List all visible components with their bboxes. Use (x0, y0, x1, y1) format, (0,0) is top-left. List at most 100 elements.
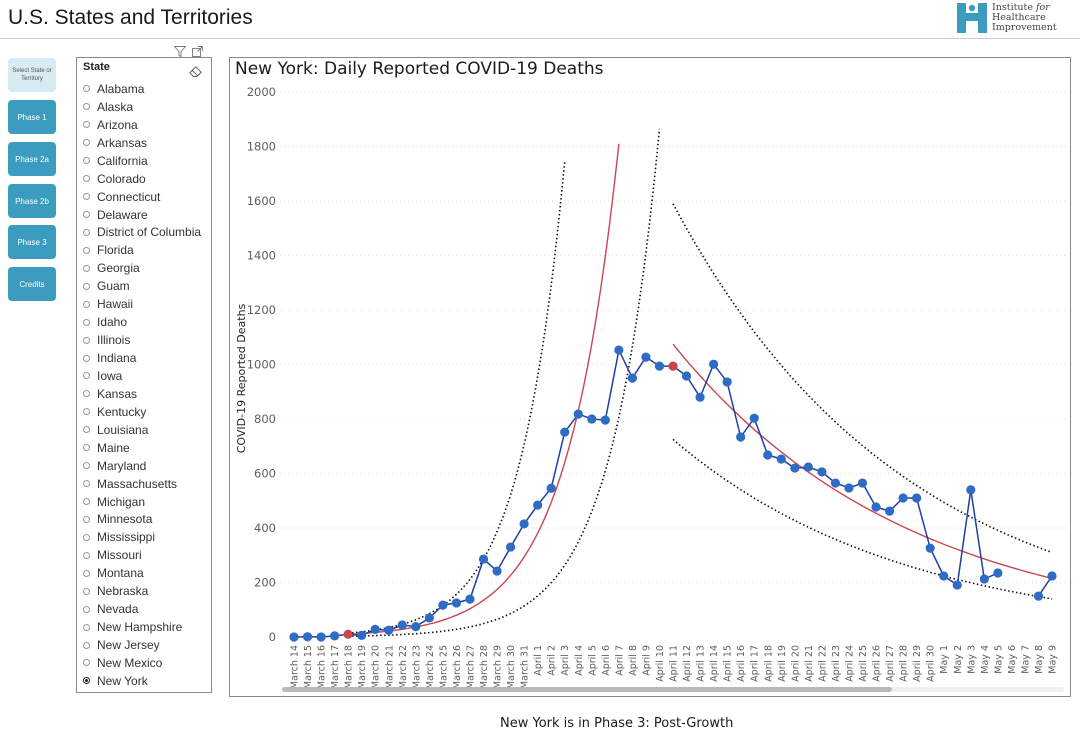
data-point[interactable] (627, 373, 637, 383)
phase-3-button[interactable]: Phase 3 (8, 225, 56, 259)
data-point[interactable] (871, 502, 881, 512)
state-option[interactable]: Guam (83, 277, 201, 295)
data-point[interactable] (411, 622, 421, 632)
data-point[interactable] (966, 485, 976, 495)
phase-2b-button[interactable]: Phase 2b (8, 184, 56, 218)
state-option[interactable]: Alabama (83, 80, 201, 98)
phase-1-button[interactable]: Phase 1 (8, 100, 56, 134)
data-point[interactable] (397, 620, 407, 630)
data-point[interactable] (1033, 591, 1044, 601)
data-point[interactable] (857, 478, 868, 488)
data-point[interactable] (681, 371, 692, 381)
data-point[interactable] (330, 631, 340, 641)
radio-unchecked-icon[interactable] (83, 515, 90, 523)
radio-unchecked-icon[interactable] (83, 659, 90, 667)
radio-unchecked-icon[interactable] (83, 246, 90, 254)
state-option[interactable]: District of Columbia (83, 224, 201, 242)
data-point[interactable] (654, 361, 665, 371)
state-option[interactable]: Arkansas (83, 134, 201, 152)
data-point[interactable] (736, 432, 746, 442)
radio-unchecked-icon[interactable] (83, 228, 90, 236)
radio-unchecked-icon[interactable] (83, 569, 90, 577)
data-point[interactable] (641, 352, 651, 362)
data-point[interactable] (979, 574, 989, 584)
state-option[interactable]: Idaho (83, 313, 201, 331)
phase-2a-button[interactable]: Phase 2a (8, 142, 56, 176)
state-option[interactable]: New Jersey (83, 636, 201, 654)
data-point[interactable] (465, 594, 475, 604)
data-point[interactable] (898, 493, 908, 503)
radio-unchecked-icon[interactable] (83, 318, 90, 326)
data-point[interactable] (587, 414, 597, 424)
data-point[interactable] (749, 413, 759, 423)
eraser-icon[interactable] (189, 62, 202, 81)
state-option[interactable]: Illinois (83, 331, 201, 349)
credits-button[interactable]: Credits (8, 267, 56, 301)
radio-unchecked-icon[interactable] (83, 211, 90, 219)
data-point[interactable] (803, 462, 813, 472)
state-option[interactable]: Montana (83, 564, 201, 582)
radio-unchecked-icon[interactable] (83, 300, 90, 308)
radio-unchecked-icon[interactable] (83, 103, 90, 111)
data-point[interactable] (790, 463, 800, 473)
select-state-button[interactable]: Select State or Territory (8, 58, 56, 92)
data-point[interactable] (952, 580, 962, 590)
data-point[interactable] (478, 554, 489, 564)
filter-icon[interactable] (173, 42, 187, 61)
data-point[interactable] (505, 542, 516, 552)
data-point[interactable] (1047, 571, 1057, 581)
data-point[interactable] (533, 500, 543, 510)
state-option[interactable]: New York (83, 672, 201, 690)
data-point[interactable] (830, 478, 841, 488)
radio-unchecked-icon[interactable] (83, 85, 90, 93)
state-option[interactable]: Indiana (83, 349, 201, 367)
state-option[interactable]: Florida (83, 241, 201, 259)
radio-unchecked-icon[interactable] (83, 641, 90, 649)
data-point[interactable] (302, 632, 313, 642)
radio-unchecked-icon[interactable] (83, 336, 90, 344)
radio-unchecked-icon[interactable] (83, 533, 90, 541)
data-point[interactable] (424, 613, 434, 623)
state-option[interactable]: Colorado (83, 170, 201, 188)
data-point[interactable] (600, 415, 610, 425)
radio-checked-icon[interactable] (83, 677, 90, 685)
radio-unchecked-icon[interactable] (83, 372, 90, 380)
data-point[interactable] (546, 483, 556, 493)
data-point[interactable] (357, 630, 367, 640)
data-point[interactable] (614, 345, 624, 355)
radio-unchecked-icon[interactable] (83, 605, 90, 613)
state-option[interactable]: Michigan (83, 493, 201, 511)
radio-unchecked-icon[interactable] (83, 462, 90, 470)
radio-unchecked-icon[interactable] (83, 480, 90, 488)
data-point[interactable] (993, 568, 1003, 578)
state-option[interactable]: Minnesota (83, 511, 201, 529)
state-option[interactable]: New Hampshire (83, 618, 201, 636)
data-point[interactable] (370, 624, 380, 634)
radio-unchecked-icon[interactable] (83, 390, 90, 398)
data-point[interactable] (316, 632, 326, 642)
state-option[interactable]: California (83, 152, 201, 170)
radio-unchecked-icon[interactable] (83, 587, 90, 595)
data-point[interactable] (817, 467, 827, 477)
state-option[interactable]: Delaware (83, 206, 201, 224)
data-point[interactable] (289, 632, 299, 642)
radio-unchecked-icon[interactable] (83, 444, 90, 452)
state-option[interactable]: Nebraska (83, 582, 201, 600)
data-point[interactable] (519, 519, 529, 529)
state-option[interactable]: New Mexico (83, 654, 201, 672)
data-point[interactable] (451, 598, 462, 608)
data-point[interactable] (560, 427, 570, 437)
focus-mode-icon[interactable] (192, 42, 203, 61)
state-option[interactable]: Mississippi (83, 528, 201, 546)
data-point[interactable] (438, 600, 448, 610)
state-option[interactable]: Maryland (83, 457, 201, 475)
radio-unchecked-icon[interactable] (83, 121, 90, 129)
state-option[interactable]: Maine (83, 439, 201, 457)
state-option[interactable]: Georgia (83, 259, 201, 277)
data-point[interactable] (384, 625, 394, 635)
state-option[interactable]: Kansas (83, 385, 201, 403)
radio-unchecked-icon[interactable] (83, 623, 90, 631)
state-option[interactable]: Alaska (83, 98, 201, 116)
radio-unchecked-icon[interactable] (83, 264, 90, 272)
data-point[interactable] (709, 359, 719, 369)
